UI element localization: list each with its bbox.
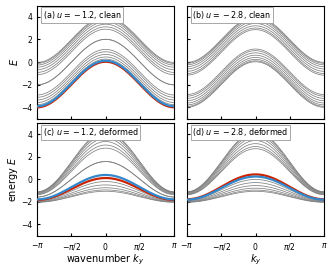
Text: (c) $u=-1.2$, deformed: (c) $u=-1.2$, deformed	[43, 126, 138, 138]
Text: (a) $u=-1.2$, clean: (a) $u=-1.2$, clean	[43, 9, 121, 21]
X-axis label: $k_y$: $k_y$	[250, 253, 261, 268]
Text: (d) $u=-2.8$, deformed: (d) $u=-2.8$, deformed	[192, 126, 289, 138]
X-axis label: wavenumber $k_y$: wavenumber $k_y$	[66, 253, 145, 268]
Y-axis label: $E$: $E$	[8, 58, 20, 66]
Y-axis label: energy $E$: energy $E$	[6, 157, 20, 202]
Text: (b) $u=-2.8$, clean: (b) $u=-2.8$, clean	[192, 9, 271, 21]
